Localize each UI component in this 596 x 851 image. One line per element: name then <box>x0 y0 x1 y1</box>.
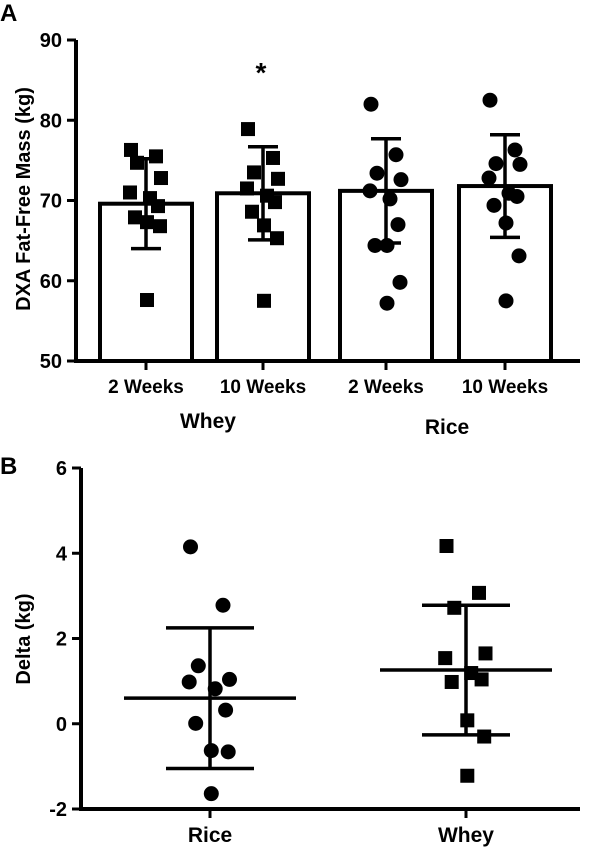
data-point <box>509 188 525 204</box>
data-point <box>203 786 219 802</box>
data-point <box>460 768 475 783</box>
y-tick-label: 50 <box>40 351 62 373</box>
data-point <box>444 674 459 689</box>
data-point <box>393 172 409 188</box>
y-tick-label: 80 <box>40 110 62 132</box>
data-point <box>154 171 168 186</box>
panel-b-plot: -2 0 2 4 6 <box>49 458 580 821</box>
data-point <box>247 165 261 180</box>
data-point <box>266 150 280 165</box>
data-point <box>438 651 453 666</box>
data-point <box>511 248 527 264</box>
y-tick-label: 60 <box>40 271 62 293</box>
y-tick-label: -2 <box>49 799 67 821</box>
data-point <box>388 147 404 163</box>
data-point <box>123 185 137 200</box>
data-point <box>183 539 198 555</box>
panel-a-ylabel: DXA Fat-Free Mass (kg) <box>13 87 35 311</box>
data-point <box>379 295 395 311</box>
data-point <box>220 744 236 760</box>
data-point <box>240 181 254 196</box>
x-tick-label: 10 Weeks <box>220 377 306 398</box>
data-point <box>362 183 378 199</box>
data-point <box>190 658 206 674</box>
data-point <box>222 671 237 687</box>
y-tick-label: 90 <box>40 30 62 52</box>
data-point <box>257 293 271 308</box>
data-point <box>447 600 462 615</box>
data-point <box>181 674 197 690</box>
data-point <box>188 715 204 731</box>
data-point <box>482 92 498 108</box>
data-point <box>498 293 514 309</box>
data-point <box>507 142 523 158</box>
panel-a-label: A <box>0 0 17 27</box>
panel-a-group-label-rice: Rice <box>425 416 469 439</box>
data-point <box>488 156 504 172</box>
data-point <box>128 210 142 225</box>
data-point <box>512 156 528 172</box>
panel-b-xtick-rice: Rice <box>188 824 232 847</box>
data-point <box>153 219 167 234</box>
data-point <box>215 597 231 613</box>
x-tick-label: 2 Weeks <box>348 377 424 398</box>
data-point <box>486 197 502 213</box>
data-point <box>149 149 163 164</box>
data-point <box>439 539 454 554</box>
y-tick-label: 2 <box>56 629 67 651</box>
data-point <box>363 96 379 112</box>
y-tick-label: 4 <box>56 543 68 565</box>
data-point <box>140 293 154 308</box>
data-point <box>392 274 408 290</box>
panel-b-label: B <box>0 453 17 480</box>
data-point <box>390 217 406 233</box>
data-point <box>241 122 255 137</box>
y-tick-label: 6 <box>56 458 67 480</box>
panel-a-group-label-whey: Whey <box>180 410 236 433</box>
bar <box>338 188 434 363</box>
y-tick-label: 0 <box>56 714 67 736</box>
panel-b-ylabel: Delta (kg) <box>13 593 35 684</box>
y-tick-label: 70 <box>40 191 62 213</box>
x-tick-label: 10 Weeks <box>462 377 548 398</box>
data-point <box>268 195 282 210</box>
data-point <box>271 171 285 186</box>
data-point <box>478 646 493 661</box>
data-point <box>124 142 138 157</box>
panel-a-significance-star: * <box>256 57 267 88</box>
data-point <box>151 199 165 214</box>
data-point <box>245 204 259 219</box>
panel-a-plot: 50 60 70 80 90 2 Weeks 10 Weeks 2 Weeks 10 Weeks <box>40 30 580 398</box>
data-point <box>472 585 486 600</box>
data-point <box>481 170 497 186</box>
data-point <box>369 165 385 181</box>
data-point <box>218 702 234 718</box>
x-tick-label: 2 Weeks <box>108 377 184 398</box>
panel-b-xtick-whey: Whey <box>438 824 494 847</box>
bar <box>215 191 311 363</box>
data-point <box>474 672 489 687</box>
